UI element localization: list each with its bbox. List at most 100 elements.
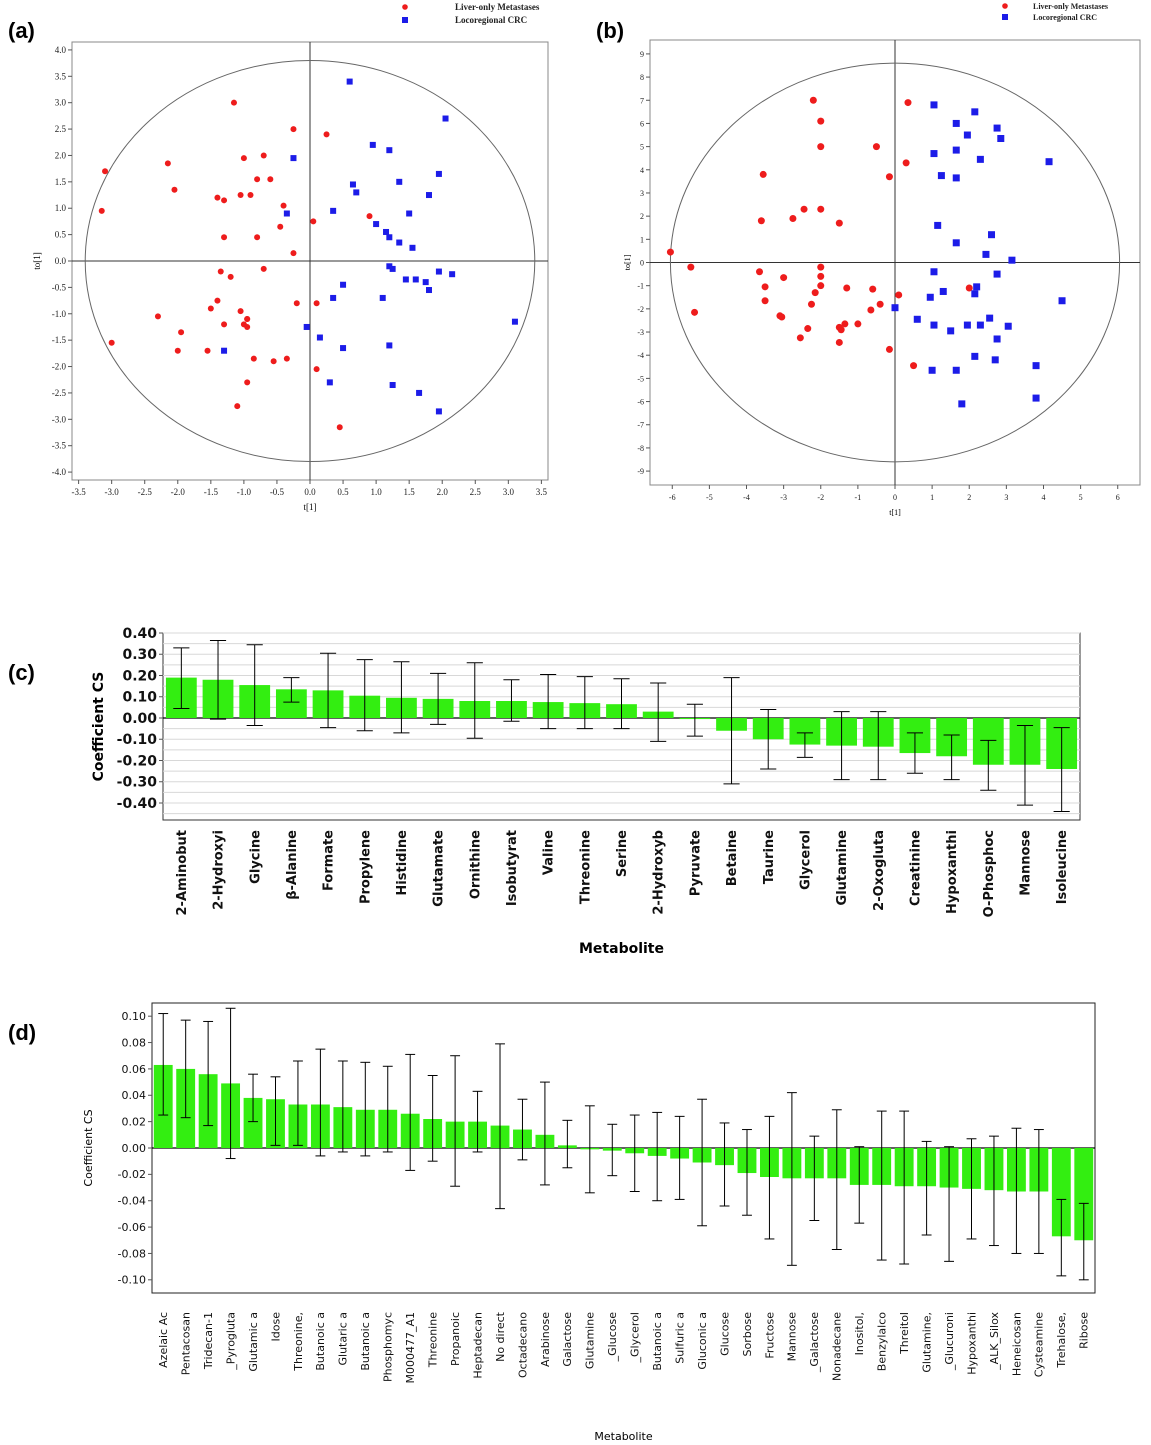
- y-tick-label: -7: [637, 421, 644, 430]
- locoregional-point: [346, 78, 353, 85]
- panel-label-b: (b): [596, 18, 625, 43]
- category-label: Fructose: [763, 1312, 776, 1359]
- y-tick-label: 0.30: [122, 647, 157, 663]
- locoregional-point: [303, 323, 310, 330]
- y-tick-label: 0.0: [55, 256, 67, 266]
- category-label: Phosphomyc: [382, 1312, 395, 1382]
- y-tick-label: 0.10: [122, 1010, 147, 1023]
- locoregional-point: [290, 155, 297, 162]
- category-label: Threonine,: [292, 1312, 305, 1372]
- liver-point: [260, 265, 267, 272]
- category-label: Butanoic a: [314, 1312, 327, 1371]
- liver-point: [809, 96, 817, 104]
- category-label: Mannose: [1019, 830, 1034, 896]
- y-tick-label: 0.08: [122, 1036, 147, 1049]
- x-tick-label: -1.5: [204, 487, 219, 497]
- y-tick-label: 0.40: [122, 626, 157, 642]
- y-tick-label: -3.0: [52, 414, 67, 424]
- category-label: Arabinose: [539, 1312, 552, 1367]
- y-tick-label: -0.02: [118, 1168, 146, 1181]
- locoregional-point: [1045, 158, 1053, 166]
- category-label: Trehalose,: [1055, 1312, 1068, 1369]
- locoregional-point: [1032, 394, 1040, 402]
- liver-point: [267, 176, 274, 183]
- x-axis-label: Metabolite: [594, 1430, 652, 1443]
- locoregional-point: [982, 250, 990, 258]
- locoregional-point: [409, 244, 416, 251]
- liver-point: [817, 117, 825, 125]
- liver-point: [811, 289, 819, 297]
- liver-point: [904, 99, 912, 107]
- category-label: Nonadecane: [831, 1312, 844, 1381]
- x-tick-label: 0.0: [304, 487, 316, 497]
- category-label: Butanoic a: [359, 1312, 372, 1371]
- locoregional-point: [386, 342, 393, 349]
- locoregional-point: [988, 231, 996, 239]
- x-tick-label: -6: [669, 493, 676, 502]
- x-axis-label: t[1]: [304, 502, 317, 512]
- liver-legend-marker: [1002, 3, 1008, 9]
- locoregional-point: [373, 221, 380, 228]
- y-tick-label: 0.10: [122, 690, 157, 706]
- liver-point: [843, 284, 851, 292]
- liver-point: [227, 273, 234, 280]
- y-tick-label: 2: [640, 212, 644, 221]
- liver-point: [800, 205, 808, 213]
- liver-point: [366, 213, 373, 220]
- liver-point: [910, 362, 918, 370]
- bar: [243, 1097, 263, 1148]
- y-tick-label: 0.04: [122, 1089, 147, 1102]
- locoregional-point: [958, 400, 966, 408]
- liver-point: [872, 143, 880, 151]
- locoregional-point: [402, 276, 409, 283]
- liver-point: [841, 320, 849, 328]
- liver-point: [102, 168, 109, 175]
- category-label: Glutamine: [835, 830, 850, 906]
- x-tick-label: 2.5: [470, 487, 482, 497]
- category-label: Glutaric a: [337, 1312, 350, 1365]
- liver-point: [867, 306, 875, 314]
- y-axis-label: to[1]: [32, 252, 42, 270]
- locoregional-point: [1032, 362, 1040, 370]
- category-label: Heptadecan: [471, 1312, 484, 1379]
- x-tick-label: -3.5: [71, 487, 86, 497]
- category-label: Mannose: [786, 1312, 799, 1362]
- liver-point: [323, 131, 330, 138]
- locoregional-point: [383, 228, 390, 235]
- liver-point: [876, 300, 884, 308]
- locoregional-legend-marker: [402, 17, 408, 23]
- x-tick-label: 6: [1116, 493, 1120, 502]
- locoregional-point: [221, 347, 228, 354]
- liver-point: [835, 219, 843, 227]
- category-label: Gluconic a: [696, 1312, 709, 1370]
- category-label: Ribose: [1078, 1312, 1091, 1349]
- locoregional-point: [993, 124, 1001, 132]
- liver-point: [759, 170, 767, 178]
- liver-point: [98, 207, 105, 214]
- category-label: No direct: [494, 1311, 507, 1362]
- y-tick-label: 0.00: [122, 1142, 147, 1155]
- locoregional-point: [426, 192, 432, 199]
- category-label: O-Phosphoc: [982, 830, 997, 917]
- liver-point: [293, 300, 300, 307]
- liver-legend-marker: [402, 4, 408, 10]
- liver-point: [817, 282, 825, 290]
- locoregional-point: [971, 108, 979, 116]
- x-tick-label: 3.5: [536, 487, 548, 497]
- liver-point: [817, 143, 825, 151]
- liver-point: [817, 205, 825, 213]
- liver-point: [244, 379, 251, 386]
- x-tick-label: -1: [855, 493, 862, 502]
- y-tick-label: 0.20: [122, 668, 157, 684]
- locoregional-point: [353, 189, 360, 196]
- category-label: Sulfuric a: [673, 1312, 686, 1364]
- y-tick-label: 0.5: [55, 230, 67, 240]
- x-tick-label: -0.5: [270, 487, 285, 497]
- category-label: Idose: [269, 1312, 282, 1342]
- locoregional-point: [386, 147, 393, 154]
- locoregional-point: [971, 290, 979, 298]
- liver-point: [817, 263, 825, 271]
- liver-point: [247, 192, 254, 199]
- category-label: _Glycerol: [629, 1312, 642, 1363]
- liver-point: [895, 291, 903, 299]
